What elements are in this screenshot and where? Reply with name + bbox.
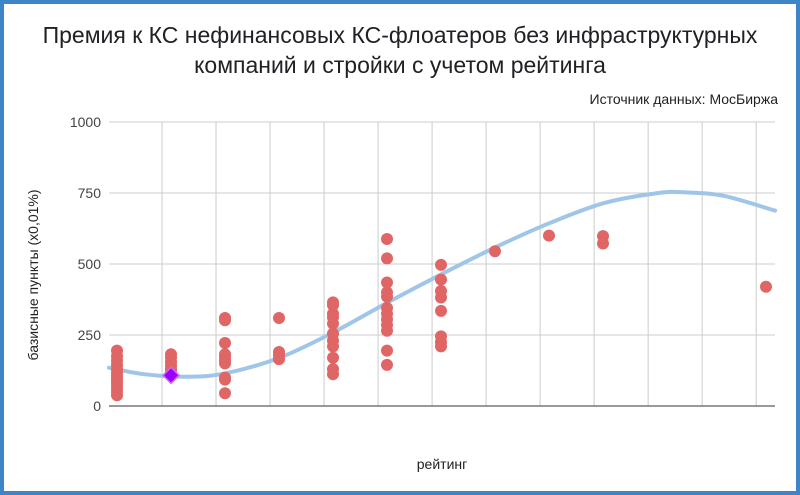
y-axis-label: базисные пункты (x0,01%)	[25, 189, 41, 360]
data-point	[381, 290, 393, 303]
data-point	[381, 324, 393, 337]
data-point	[273, 311, 285, 324]
data-point	[760, 280, 772, 293]
data-point	[219, 336, 231, 349]
data-point	[219, 387, 231, 400]
highlighted-point	[161, 366, 181, 385]
data-point	[543, 229, 555, 242]
y-tick-label: 500	[78, 256, 102, 272]
data-point	[381, 233, 393, 246]
highlight-diamond-marker	[161, 366, 181, 385]
data-point	[327, 299, 339, 312]
data-point	[381, 358, 393, 371]
chart-title-line-1: Премия к КС нефинансовых КС-флоатеров бе…	[42, 22, 758, 48]
data-point	[435, 291, 447, 304]
data-point	[489, 245, 501, 258]
data-points	[111, 229, 772, 402]
data-point	[597, 237, 609, 250]
data-point	[273, 353, 285, 366]
y-tick-label: 250	[78, 327, 102, 343]
data-point	[381, 252, 393, 265]
data-point	[435, 340, 447, 353]
data-point	[435, 273, 447, 286]
data-point	[111, 389, 123, 402]
chart-title: Премия к КС нефинансовых КС-флоатеров бе…	[0, 20, 800, 80]
data-point	[327, 368, 339, 381]
data-point	[381, 276, 393, 289]
y-tick-labels: 0 250 500 750 1000	[70, 114, 101, 414]
data-point	[219, 314, 231, 327]
data-point	[381, 344, 393, 357]
data-point	[435, 258, 447, 271]
data-point	[327, 317, 339, 330]
data-source-note: Источник данных: МосБиржа	[589, 91, 778, 107]
data-point	[435, 304, 447, 317]
data-point	[327, 340, 339, 353]
chart-title-line-2: компаний и стройки с учетом рейтинга	[194, 52, 606, 78]
y-tick-label: 750	[78, 185, 102, 201]
data-point	[219, 357, 231, 370]
data-point	[219, 373, 231, 386]
x-axis-label: рейтинг	[417, 456, 467, 472]
data-point	[327, 351, 339, 364]
y-tick-label: 0	[93, 398, 101, 414]
y-tick-label: 1000	[70, 114, 101, 130]
